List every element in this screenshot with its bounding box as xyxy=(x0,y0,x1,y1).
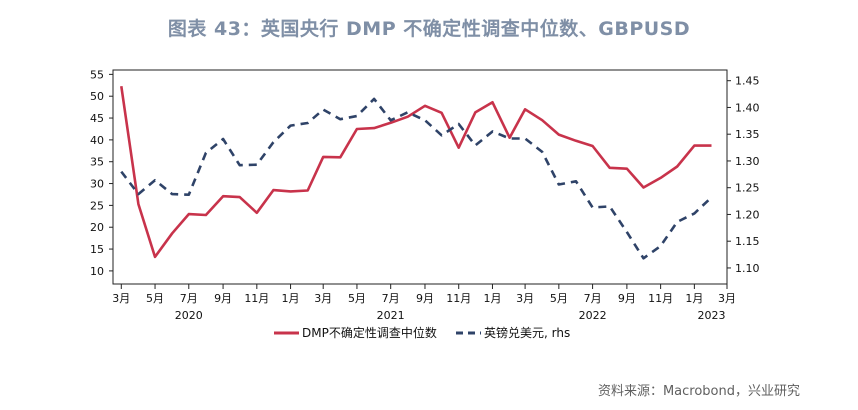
y-left-tick-label: 25 xyxy=(90,199,104,212)
y-left-tick-label: 20 xyxy=(90,221,104,234)
x-tick-label: 3月 xyxy=(314,292,332,305)
x-tick-label: 7月 xyxy=(180,292,198,305)
y-left-tick-label: 35 xyxy=(90,156,104,169)
x-tick-label: 1月 xyxy=(282,292,300,305)
y-left-tick-label: 55 xyxy=(90,68,104,81)
series-gbpusd-line xyxy=(120,97,713,260)
x-tick-label: 5月 xyxy=(146,292,164,305)
x-year-label: 2022 xyxy=(579,309,607,322)
x-year-label: 2021 xyxy=(377,309,405,322)
series-dmp-uncertainty-line xyxy=(120,86,712,259)
x-tick-label: 11月 xyxy=(244,292,269,305)
y-left-tick-label: 10 xyxy=(90,265,104,278)
x-tick-label: 7月 xyxy=(382,292,400,305)
y-left-tick-label: 50 xyxy=(90,90,104,103)
legend: DMP不确定性调查中位数 英镑兑美元, rhs xyxy=(274,325,570,340)
y-right-tick-label: 1.35 xyxy=(735,128,760,141)
legend-gbpusd-label: 英镑兑美元, rhs xyxy=(484,325,570,340)
y-left-tick-label: 30 xyxy=(90,178,104,191)
x-tick-label: 9月 xyxy=(618,292,636,305)
y-right-tick-label: 1.10 xyxy=(735,262,760,275)
x-year-label: 2020 xyxy=(175,309,203,322)
x-tick-label: 3月 xyxy=(718,292,736,305)
series-layer xyxy=(120,86,713,260)
source-note: 资料来源：Macrobond，兴业研究 xyxy=(597,384,800,399)
y-right-tick-label: 1.40 xyxy=(735,101,760,114)
x-tick-label: 3月 xyxy=(112,292,130,305)
y-left-tick-label: 40 xyxy=(90,134,104,147)
x-tick-label: 1月 xyxy=(685,292,703,305)
y-right-tick-label: 1.45 xyxy=(735,75,760,88)
y-left-tick-label: 15 xyxy=(90,243,104,256)
x-tick-label: 9月 xyxy=(416,292,434,305)
chart-title: 图表 43：英国央行 DMP 不确定性调查中位数、GBPUSD xyxy=(167,18,691,40)
x-tick-label: 11月 xyxy=(446,292,471,305)
axes: 10 15 20 25 30 35 40 45 50 55 1.10 1.15 1.20 1.25 1.30… xyxy=(90,68,760,322)
y-right-tick-label: 1.25 xyxy=(735,182,760,195)
y-right-tick-label: 1.15 xyxy=(735,235,760,248)
x-tick-label: 5月 xyxy=(348,292,366,305)
x-tick-label: 7月 xyxy=(584,292,602,305)
y-left-tick-label: 45 xyxy=(90,112,104,125)
y-right-tick-label: 1.30 xyxy=(735,155,760,168)
x-tick-label: 9月 xyxy=(214,292,232,305)
x-tick-label: 11月 xyxy=(648,292,673,305)
x-year-label: 2023 xyxy=(698,309,726,322)
legend-uncertainty-label: DMP不确定性调查中位数 xyxy=(302,325,437,340)
y-right-tick-label: 1.20 xyxy=(735,208,760,221)
x-tick-label: 5月 xyxy=(550,292,568,305)
plot-frame xyxy=(112,69,728,285)
x-tick-label: 3月 xyxy=(516,292,534,305)
x-tick-label: 1月 xyxy=(483,292,501,305)
